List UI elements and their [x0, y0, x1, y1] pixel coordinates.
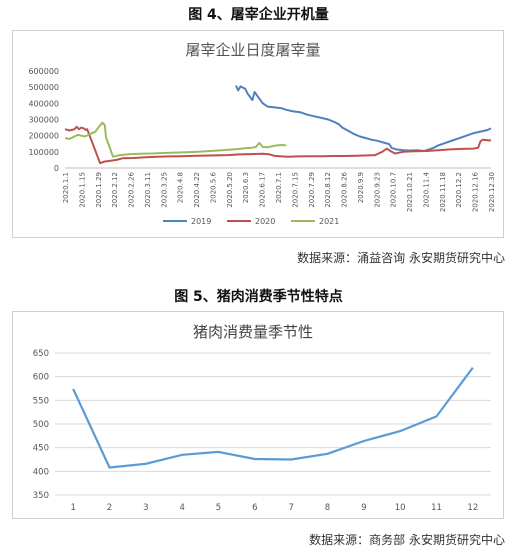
y-axis-ticks: 600000 500000 400000 300000 200000 100000 0 [28, 67, 59, 173]
y-tick-label: 100000 [28, 148, 59, 157]
x-axis-ticks: 1 2 3 4 5 6 7 8 9 10 11 12 [70, 503, 478, 513]
x-tick-label: 2020.11.18 [439, 172, 447, 212]
x-tick-label: 2020.7.29 [308, 172, 316, 208]
grid-lines [55, 352, 491, 496]
x-tick-label: 2020.8.26 [341, 171, 349, 207]
x-tick-label: 2020.8.12 [324, 172, 332, 208]
x-tick-label: 2020.9.23 [373, 172, 381, 208]
x-tick-label: 5 [216, 503, 221, 513]
x-tick-label: 2020.2.26 [128, 171, 136, 207]
chart-title: 屠宰企业日度屠宰量 [185, 41, 320, 59]
x-tick-label: 2020.10.21 [406, 172, 414, 212]
figure-4-caption: 图 4、屠宰企业开机量 [188, 7, 329, 23]
x-tick-label: 11 [431, 503, 442, 513]
figure-4-source: 数据来源：涌益咨询 永安期货研究中心 [297, 251, 505, 265]
series-line-2020 [64, 125, 492, 165]
series-line-2019 [234, 85, 492, 152]
chart-title: 猪肉消费量季节性 [193, 323, 313, 341]
y-tick-label: 650 [33, 349, 49, 359]
x-tick-label: 8 [325, 503, 330, 513]
x-tick-label: 1 [70, 503, 75, 513]
x-tick-label: 2020.12.16 [472, 171, 480, 212]
y-tick-label: 600000 [28, 67, 59, 76]
x-tick-label: 2020.7.15 [291, 172, 299, 208]
series-line-2021 [64, 121, 287, 158]
x-tick-label: 7 [288, 503, 293, 513]
x-tick-label: 6 [252, 503, 257, 513]
chart-panel-slaughter: 屠宰企业日度屠宰量 600000 500000 400000 300000 200000… [12, 30, 504, 238]
slaughter-chart: 屠宰企业日度屠宰量 600000 500000 400000 300000 200000… [28, 41, 496, 226]
x-tick-label: 2020.9.9 [357, 172, 365, 203]
x-tick-label: 2020.1.15 [78, 172, 86, 208]
x-tick-label: 2020.7.1 [275, 172, 283, 203]
figure-5-caption: 图 5、猪肉消费季节性特点 [174, 289, 343, 305]
y-tick-label: 400000 [28, 99, 59, 108]
x-tick-label: 2020.4.22 [193, 172, 201, 208]
chart-legend: 2019 2020 2021 [163, 217, 339, 226]
y-tick-label: 450 [33, 444, 49, 454]
series-lines [64, 85, 492, 165]
x-tick-label: 2020.1.1 [62, 172, 70, 203]
figure-5-source: 数据来源：商务部 永安期货研究中心 [309, 533, 505, 547]
x-axis-ticks: 2020.1.1 2020.1.15 2020.1.29 2020.2.12 2020.… [62, 171, 496, 212]
y-tick-label: 500000 [28, 83, 59, 92]
x-tick-label: 2020.4.8 [177, 172, 185, 203]
x-tick-label: 2020.10.7 [390, 172, 398, 208]
x-tick-label: 10 [395, 503, 406, 513]
x-tick-label: 2020.6.3 [242, 172, 250, 203]
y-tick-label: 500 [33, 420, 49, 430]
consumption-line [72, 367, 474, 469]
y-tick-label: 350 [33, 491, 49, 501]
y-tick-label: 400 [33, 467, 49, 477]
x-tick-label: 2020.5.20 [226, 172, 234, 208]
x-tick-label: 2020.2.12 [111, 172, 119, 208]
y-tick-label: 0 [54, 164, 59, 173]
legend-label-2020: 2020 [255, 217, 275, 226]
x-tick-label: 12 [467, 503, 478, 513]
x-tick-label: 3 [143, 503, 148, 513]
legend-label-2021: 2021 [319, 217, 339, 226]
x-tick-label: 2020.3.11 [144, 172, 152, 208]
x-tick-label: 2 [107, 503, 112, 513]
x-tick-label: 2020.12.2 [455, 172, 463, 208]
y-tick-label: 300000 [28, 116, 59, 125]
legend-label-2019: 2019 [191, 217, 211, 226]
x-tick-label: 4 [179, 503, 184, 513]
y-tick-label: 550 [33, 396, 49, 406]
y-axis-ticks: 650 600 550 500 450 400 350 [33, 349, 49, 501]
x-tick-label: 2020.6.17 [259, 172, 267, 208]
x-tick-label: 2020.5.6 [209, 171, 217, 203]
x-tick-label: 2020.11.4 [422, 171, 430, 207]
x-tick-label: 9 [361, 503, 366, 513]
series-line [72, 367, 474, 469]
x-tick-label: 2020.12.30 [488, 172, 496, 212]
y-tick-label: 600 [33, 373, 49, 383]
x-tick-label: 2020.1.29 [95, 172, 103, 208]
y-tick-label: 200000 [28, 132, 59, 141]
x-tick-label: 2020.3.25 [160, 172, 168, 208]
